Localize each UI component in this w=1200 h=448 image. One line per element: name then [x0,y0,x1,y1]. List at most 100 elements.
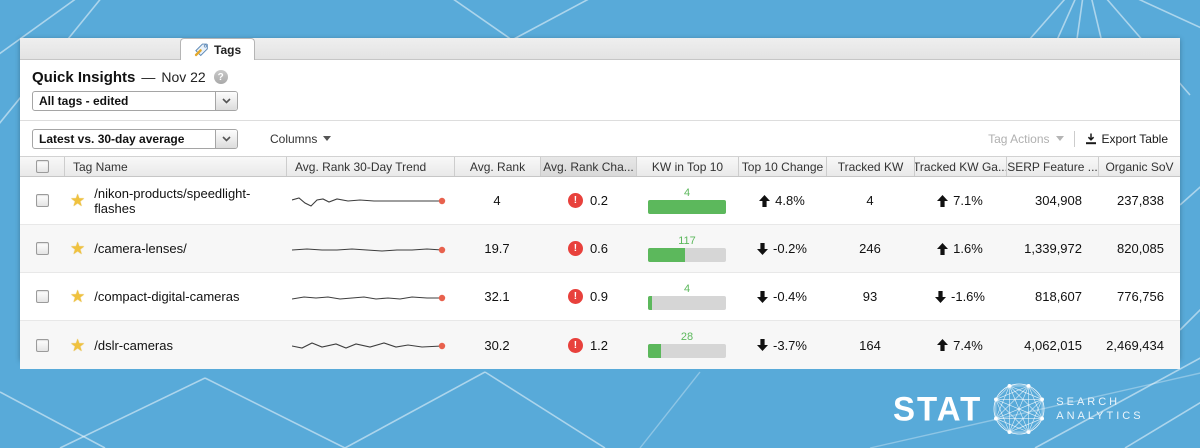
logo-tagline-line2: ANALYTICS [1056,410,1144,422]
avg-rank-change-value: 0.2 [589,193,609,208]
kw-top10-bar [648,247,726,262]
organic-sov-cell: 237,838 [1117,193,1164,208]
stat-wordmark: STAT [893,389,983,428]
stat-logo: STAT SEARCH ANALYTICS [893,381,1144,437]
up-arrow-icon [937,194,949,207]
title-separator: — [141,69,156,85]
table-toolbar: Latest vs. 30-day average Columns Tag Ac… [20,121,1180,156]
download-icon [1085,133,1096,144]
column-header-tag-name[interactable]: Tag Name [64,157,286,176]
caret-down-icon [323,136,332,141]
row-checkbox[interactable] [35,338,49,352]
column-header-avg-rank-change[interactable]: Avg. Rank Cha... [540,157,636,176]
column-header-serp-features[interactable]: SERP Feature ... [1006,157,1098,176]
trend-sparkline [292,294,446,301]
checkbox-cell [20,273,64,320]
up-arrow-icon [937,242,949,255]
serp-features-cell: 818,607 [1035,289,1082,304]
export-table-button[interactable]: Export Table [1085,132,1168,146]
trend-cell [286,321,454,369]
kw-top10-cell: 4 [636,177,738,224]
avg-rank-change-value: 0.6 [589,241,609,256]
table-row: ★ /camera-lenses/19.7! 0.6 117 -0.2% 246 1.6% 1… [20,225,1180,273]
down-arrow-icon [757,242,769,255]
row-checkbox[interactable] [35,290,49,303]
tab-tags[interactable]: Tags [180,38,256,60]
column-header-avg-rank-30-day-trend[interactable]: Avg. Rank 30-Day Trend [286,157,454,176]
down-arrow-icon [757,339,769,351]
tracked-kw-gain-value: -1.6% [951,289,985,304]
column-header-organic-sov[interactable]: Organic SoV [1098,157,1180,176]
kw-top10-bar [648,344,726,358]
geodesic-sphere-icon [993,383,1045,435]
kw-top10-cell: 4 [636,273,738,320]
avg-rank-cell: 30.2 [484,337,510,353]
kw-top10-stack: 117 [648,235,726,262]
kw-top10-bar [648,199,726,214]
tag-name-link[interactable]: /nikon-products/speedlight-flashes [94,185,251,216]
kw-top10-stack: 28 [648,332,726,358]
sparkline-end-dot [438,246,446,253]
alert-icon: ! [567,337,583,353]
favorite-star-icon[interactable]: ★ [70,239,86,258]
tag-name-cell: ★ /dslr-cameras [64,321,286,369]
trend-sparkline [292,342,446,350]
kw-top10-stack: 4 [648,187,726,214]
favorite-star-icon[interactable]: ★ [70,335,86,355]
row-checkbox[interactable] [35,242,49,255]
help-icon[interactable]: ? [213,70,228,84]
trend-sparkline [292,196,446,207]
table-row: ★ /nikon-products/speedlight-flashes 4 ! 0.2… [20,177,1180,225]
column-header-tracked-kw[interactable]: Tracked KW [826,157,914,176]
avg-rank-change-value: 0.9 [589,289,609,304]
tag-name-link[interactable]: /camera-lenses/ [94,241,187,256]
avg-rank-change-cell: ! 0.2 [540,177,636,224]
page-title: Quick Insights [32,68,136,86]
trend-sparkline [292,246,446,253]
report-date: Nov 22 [161,69,206,85]
insights-header: Quick Insights — Nov 22 ? All tags - edi… [20,60,1180,121]
select-all-checkbox[interactable] [35,160,49,173]
quick-insights-panel: Tags Quick Insights — Nov 22 ? All tags … [20,38,1180,369]
avg-rank-cell: 4 [493,193,501,208]
tracked-kw-gain-value: 7.4% [953,337,983,353]
trend-cell [286,177,454,224]
tag-name-link[interactable]: /compact-digital-cameras [94,289,240,304]
organic-sov-cell: 820,085 [1117,241,1164,256]
tracked-kw-gain-value: 1.6% [953,241,983,256]
avg-rank-change-cell: ! 0.9 [540,273,636,320]
checkbox-cell [20,177,64,224]
column-header-avg-rank[interactable]: Avg. Rank [454,157,540,176]
comparison-filter-select[interactable]: Latest vs. 30-day average [32,128,238,149]
avg-rank-change-cell: ! 0.6 [540,225,636,272]
row-checkbox[interactable] [35,194,49,207]
top10-change-value: -0.4% [773,289,807,304]
kw-top10-bar [648,295,726,310]
tag-name-link[interactable]: /dslr-cameras [94,337,173,353]
favorite-star-icon[interactable]: ★ [70,191,86,210]
column-header-kw-in-top-10[interactable]: KW in Top 10 [636,157,738,176]
top10-change-cell: -0.4% [738,273,826,320]
column-header-select[interactable] [20,157,64,176]
favorite-star-icon[interactable]: ★ [70,287,86,306]
column-header-top-10-change[interactable]: Top 10 Change [738,157,826,176]
checkbox-cell [20,321,64,369]
trend-cell [286,273,454,320]
comparison-filter-value: Latest vs. 30-day average [39,131,185,146]
tag-actions-label: Tag Actions [988,131,1050,146]
tag-filter-select[interactable]: All tags - edited [32,91,238,111]
avg-rank-change-cell: ! 1.2 [540,321,636,369]
top10-change-value: -3.7% [773,337,807,353]
kw-top10-stack: 4 [648,283,726,310]
columns-dropdown[interactable]: Columns [270,132,332,146]
kw-top10-bar-fill [648,344,662,358]
top10-change-value: 4.8% [775,193,805,208]
kw-top10-count: 28 [680,331,694,343]
column-header-tracked-kw-gain[interactable]: Tracked KW Ga... [914,157,1006,176]
down-arrow-icon [757,290,769,303]
up-arrow-icon [759,194,771,207]
organic-sov-cell: 2,469,434 [1106,337,1164,353]
tag-actions-dropdown[interactable]: Tag Actions [988,131,1064,146]
tracked-kw-cell: 246 [859,241,881,256]
trend-cell [286,225,454,272]
